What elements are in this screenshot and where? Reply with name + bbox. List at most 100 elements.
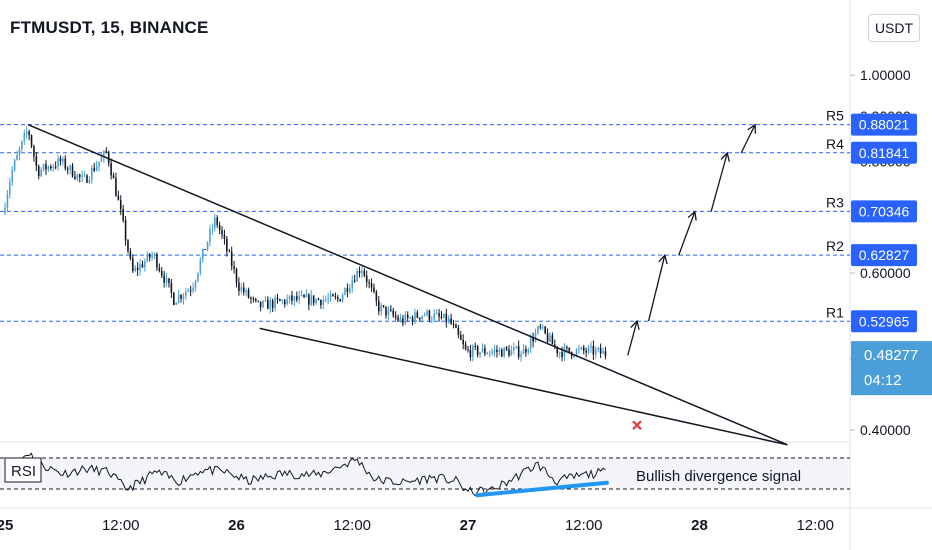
candle-body: [146, 254, 149, 262]
candle-body: [62, 158, 64, 162]
candle-body: [416, 312, 419, 318]
candle-body: [498, 349, 501, 352]
candle-body: [573, 355, 575, 357]
candle-body: [54, 166, 57, 168]
candle-body: [91, 167, 93, 180]
candle-body: [539, 326, 542, 328]
last-price-label: 0.48277: [864, 347, 918, 364]
candle-body: [484, 348, 486, 354]
candle-body: [204, 249, 206, 251]
candle-body: [517, 346, 520, 357]
candle-body: [520, 354, 522, 357]
candle-body: [295, 296, 298, 300]
level-name-r5: R5: [826, 108, 844, 124]
projection-arrowhead: [687, 210, 697, 221]
candle-body: [339, 299, 341, 302]
candle-body: [189, 290, 192, 292]
candle-body: [165, 278, 168, 283]
candle-body: [382, 305, 385, 307]
level-price-label: 0.62827: [859, 247, 910, 263]
candle-body: [534, 332, 537, 342]
candle-body: [532, 337, 534, 342]
candle-body: [503, 347, 505, 357]
invalidation-cross-icon: [632, 420, 642, 430]
candle-body: [283, 300, 286, 305]
candle-body: [170, 283, 173, 293]
candle-body: [329, 294, 332, 299]
candle-body: [397, 317, 399, 321]
candle-body: [250, 297, 252, 299]
candle-body: [173, 292, 175, 305]
candle-body: [281, 300, 284, 302]
x-tick-label: 26: [228, 517, 245, 534]
candle-body: [541, 326, 544, 328]
candle-body: [349, 288, 351, 293]
candle-body: [69, 165, 71, 170]
candle-body: [508, 349, 510, 356]
candle-body: [353, 280, 356, 282]
level-price-badge: [851, 200, 917, 223]
candle-body: [464, 344, 467, 350]
candle-body: [580, 347, 583, 349]
candle-body: [187, 290, 190, 292]
candle-body: [86, 175, 88, 183]
candle-body: [312, 295, 315, 304]
candle-body: [336, 297, 339, 300]
candle-body: [537, 326, 539, 333]
candle-body: [9, 182, 11, 195]
candle-body: [447, 318, 450, 323]
candle-body: [262, 300, 264, 308]
candle-body: [414, 312, 416, 322]
rsi-divergence-line: [475, 480, 609, 498]
candle-body: [320, 299, 322, 306]
y-tick-label: 0.60000: [860, 265, 911, 281]
candle-body: [522, 349, 525, 355]
candle-body: [575, 349, 578, 356]
candle-body: [247, 289, 250, 298]
candle-body: [392, 310, 395, 316]
candle-body: [380, 305, 382, 312]
candle-body: [42, 164, 45, 170]
candle-body: [206, 241, 209, 250]
candle-body: [274, 297, 276, 308]
candle-body: [6, 194, 9, 208]
candle-body: [394, 315, 397, 318]
candle-body: [93, 167, 96, 171]
candle-body: [230, 251, 233, 267]
candle-body: [418, 317, 421, 320]
currency-button[interactable]: USDT: [868, 14, 920, 42]
candle-body: [201, 249, 204, 261]
candle-body: [493, 349, 496, 352]
candle-body: [457, 327, 460, 335]
candle-body: [153, 254, 156, 256]
candle-body: [361, 270, 363, 274]
candle-body: [98, 161, 100, 167]
candle-body: [568, 347, 571, 352]
candle-body: [112, 175, 115, 179]
candle-body: [117, 195, 120, 201]
candle-body: [192, 288, 194, 291]
candle-body: [57, 158, 59, 167]
candle-body: [433, 313, 436, 320]
candle-body: [317, 299, 320, 301]
candle-body: [455, 324, 457, 328]
countdown-label: 04:12: [864, 372, 902, 389]
rsi-label: RSI: [11, 463, 36, 480]
candle-body: [156, 254, 158, 268]
candle-body: [481, 348, 484, 353]
candle-body: [228, 250, 231, 252]
candle-body: [315, 299, 317, 304]
candle-body: [491, 351, 493, 353]
candle-body: [486, 353, 489, 355]
candle-body: [66, 168, 69, 170]
candle-body: [197, 272, 199, 281]
level-price-badge: [851, 141, 917, 164]
candle-body: [435, 313, 438, 315]
rsi-label-box: [4, 457, 42, 483]
candle-body: [513, 347, 515, 350]
candle-body: [105, 150, 108, 152]
candle-body: [257, 300, 260, 302]
candle-body: [291, 295, 293, 301]
candle-body: [110, 163, 112, 176]
candle-body: [595, 349, 597, 355]
